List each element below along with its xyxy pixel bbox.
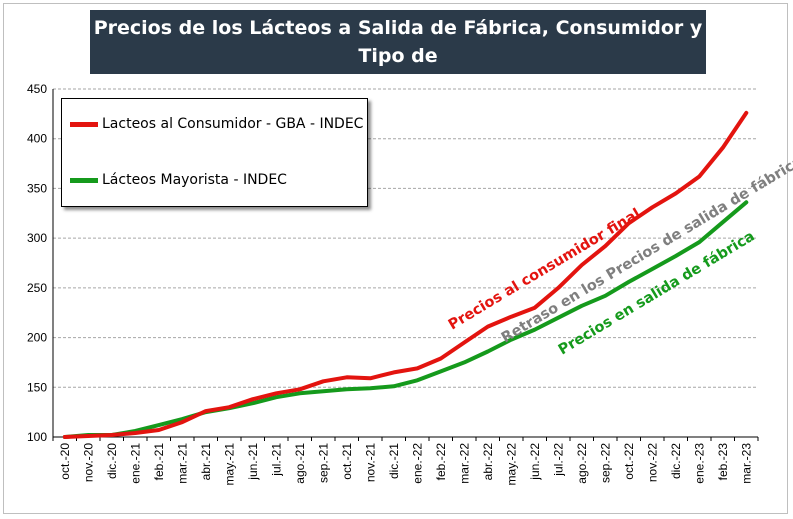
x-tick-label: mar.-21 — [175, 443, 189, 484]
y-tick-label: 350 — [27, 181, 47, 195]
x-tick-label: jul.-21 — [269, 443, 283, 477]
x-tick-label: dic.-21 — [387, 443, 401, 479]
x-tick-label: feb.-23 — [716, 443, 730, 481]
x-tick-label: oct.-20 — [58, 443, 72, 480]
title-line-1: Precios de los Lácteos a Salida de Fábri… — [93, 17, 703, 67]
legend-item-consumer: Lacteos al Consumidor - GBA - INDEC — [70, 116, 363, 132]
x-tick-label: dic.-20 — [105, 443, 119, 479]
x-tick-label: oct.-21 — [340, 443, 354, 480]
x-tick-label: nov.-20 — [81, 443, 95, 482]
legend-item-wholesale: Lácteos Mayorista - INDEC — [70, 172, 287, 188]
x-tick-label: nov.-21 — [363, 443, 377, 482]
legend-swatch-wholesale — [70, 177, 98, 183]
x-tick-label: dic.-22 — [669, 443, 683, 479]
x-tick-label: jul.-22 — [551, 443, 565, 477]
legend-label-wholesale: Lácteos Mayorista - INDEC — [102, 172, 287, 188]
x-tick-label: abr.-21 — [199, 443, 213, 481]
x-tick-label: jun.-21 — [246, 443, 260, 481]
x-tick-label: feb.-21 — [152, 443, 166, 481]
legend-swatch-consumer — [70, 121, 98, 127]
x-tick-label: abr.-22 — [481, 443, 495, 481]
y-tick-label: 400 — [27, 132, 47, 146]
x-tick-label: jun.-22 — [528, 443, 542, 481]
x-tick-label: ago.-21 — [293, 443, 307, 484]
x-tick-label: ago.-22 — [575, 443, 589, 484]
x-tick-label: may.-22 — [504, 443, 518, 486]
chart-frame — [3, 3, 788, 514]
y-tick-label: 300 — [27, 231, 47, 245]
x-tick-label: nov.-22 — [645, 443, 659, 482]
y-tick-label: 100 — [27, 430, 47, 444]
y-tick-label: 150 — [27, 380, 47, 394]
y-tick-label: 450 — [27, 82, 47, 96]
x-tick-label: sep.-22 — [598, 443, 612, 483]
x-tick-label: feb.-22 — [434, 443, 448, 481]
x-tick-label: oct.-22 — [622, 443, 636, 480]
x-tick-label: ene.-21 — [128, 443, 142, 484]
x-tick-label: ene.-22 — [410, 443, 424, 484]
legend: Lacteos al Consumidor - GBA - INDEC Láct… — [61, 98, 368, 207]
annotation-label: Retraso en los Precios de salida de fábr… — [499, 153, 793, 346]
x-tick-label: ene.-23 — [692, 443, 706, 484]
series-line-wholesale — [62, 200, 749, 439]
legend-label-consumer: Lacteos al Consumidor - GBA - INDEC — [102, 116, 364, 132]
x-tick-label: sep.-21 — [316, 443, 330, 483]
y-tick-label: 250 — [27, 281, 47, 295]
series-line-consumer — [62, 110, 749, 439]
x-tick-label: mar.-22 — [457, 443, 471, 484]
x-tick-label: may.-21 — [222, 443, 236, 486]
x-tick-label: mar.-23 — [739, 443, 753, 484]
y-tick-label: 200 — [27, 331, 47, 345]
